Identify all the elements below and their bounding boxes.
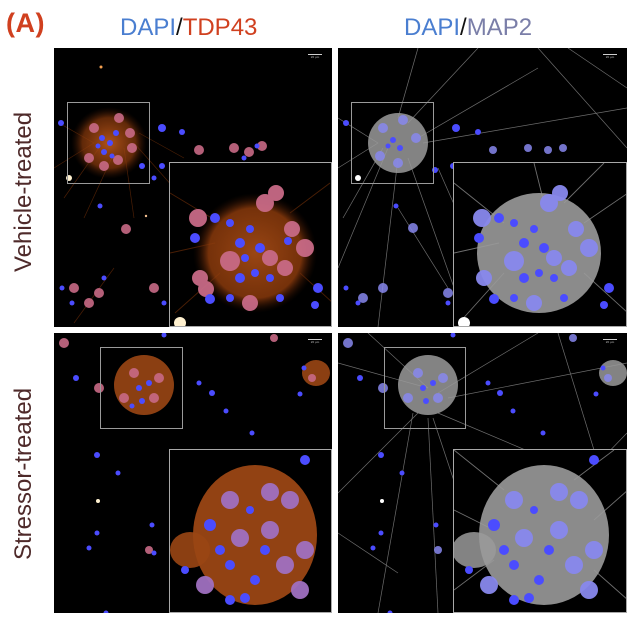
inset-micrograph [170, 182, 331, 326]
image-stressor-tdp43: 20 µm [54, 333, 332, 613]
row-label-stressor: Stressor-treated [10, 387, 37, 560]
stain-map2-label: MAP2 [466, 14, 533, 41]
inset-micrograph [454, 163, 626, 326]
inset-zoom [169, 449, 332, 613]
scale-bar: 20 µm [603, 54, 617, 61]
micrograph-stressor-tdp43 [59, 333, 330, 613]
scale-bar: 20 µm [603, 339, 617, 346]
stain-tdp43-label: TDP43 [182, 14, 258, 41]
inset-micrograph [454, 450, 626, 605]
scale-bar: 20 µm [308, 54, 322, 61]
roi-box [100, 347, 183, 429]
roi-box [384, 347, 466, 429]
panel-label: (A) [6, 8, 45, 38]
stain-dapi-label: DAPI [404, 14, 461, 41]
micrograph-stressor-map2 [338, 333, 627, 613]
inset-micrograph [170, 455, 317, 605]
column-title-map2: DAPI/MAP2 [404, 14, 532, 42]
roi-box [351, 102, 434, 184]
image-vehicle-tdp43: 20 µm [54, 48, 332, 327]
image-vehicle-map2: 20 µm [338, 48, 627, 327]
micrograph-vehicle-tdp43 [54, 65, 267, 324]
stain-dapi-label: DAPI [120, 14, 177, 41]
row-label-vehicle: Vehicle-treated [10, 111, 37, 272]
inset-zoom [169, 162, 332, 327]
scale-bar: 20 µm [308, 339, 322, 346]
inset-zoom [453, 162, 627, 327]
separator: / [176, 14, 183, 41]
micrograph-vehicle-map2 [338, 48, 627, 327]
roi-box [67, 102, 150, 184]
separator: / [460, 14, 467, 41]
column-title-tdp43: DAPI/TDP43 [120, 14, 257, 42]
image-stressor-map2: 20 µm [338, 333, 627, 613]
inset-zoom [453, 449, 627, 613]
